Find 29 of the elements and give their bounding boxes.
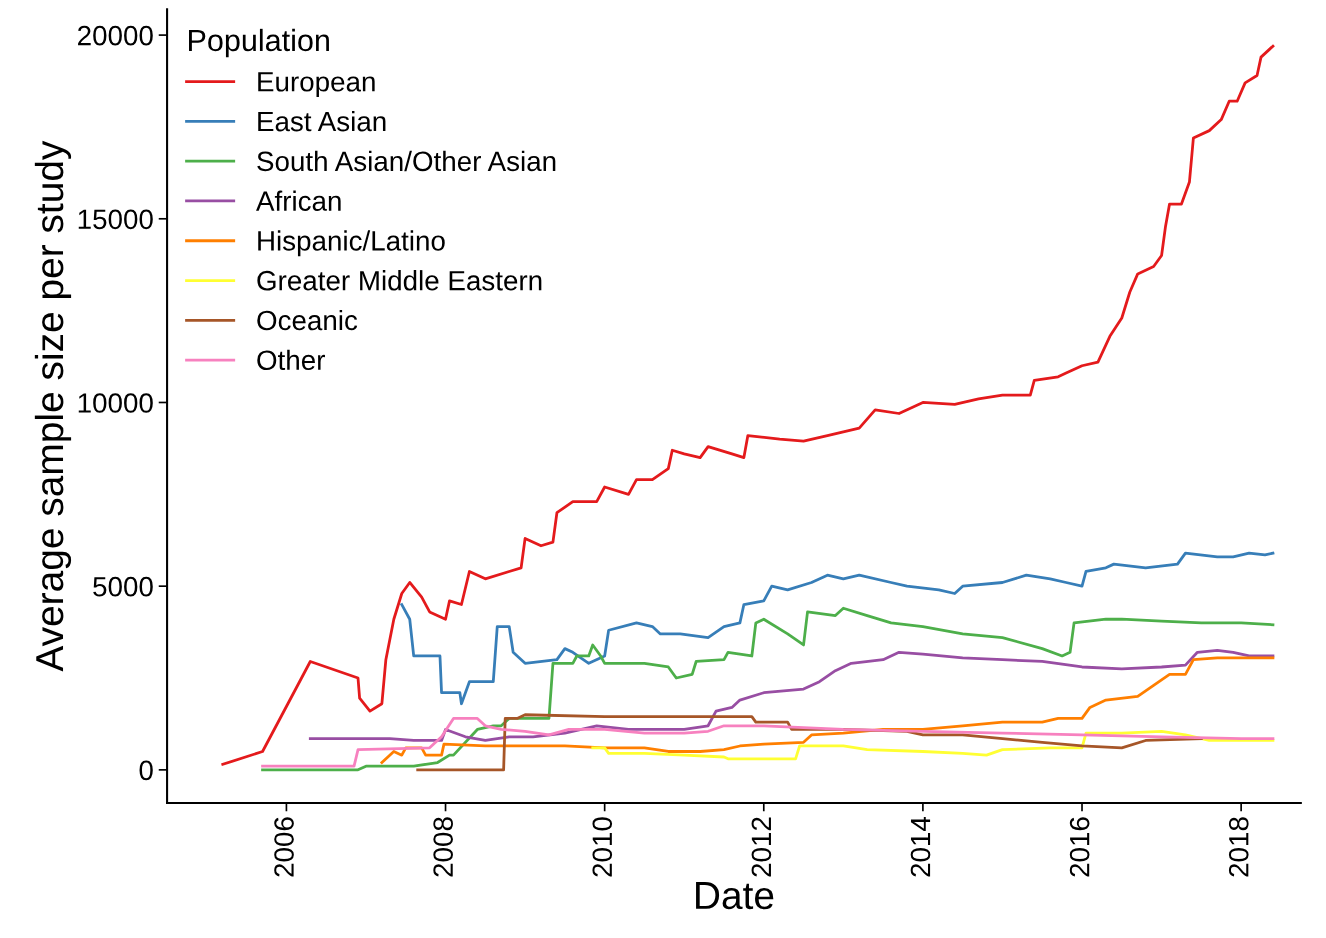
legend-label: Hispanic/Latino (258, 230, 445, 257)
line-series (380, 656, 1275, 764)
legend-title: Population (189, 28, 329, 58)
x-tick-label: 2012 (751, 817, 772, 877)
y-tick-label: 20000 (78, 25, 153, 46)
x-tick-label: 2006 (274, 817, 294, 877)
x-tick-label: 2014 (910, 816, 931, 877)
y-axis-title: Average sample size per study (34, 140, 72, 672)
x-tick-label: 2008 (433, 817, 453, 877)
line-series (308, 649, 1275, 742)
line-series (591, 729, 1275, 761)
x-axis-title: Date (696, 882, 774, 910)
legend-label: Oceanic (257, 309, 358, 331)
line-series (261, 717, 1275, 768)
line-series (261, 606, 1275, 772)
y-tick-label: 15000 (78, 209, 153, 230)
y-tick-label: 5000 (93, 576, 153, 597)
legend-label: Other (257, 349, 325, 371)
x-tick-label: 2010 (592, 817, 613, 877)
legend-label: South Asian/Other Asian (257, 150, 556, 172)
line-series (400, 551, 1275, 706)
x-tick-label: 2018 (1228, 817, 1249, 877)
legend-label: Greater Middle Eastern (257, 270, 542, 291)
legend-label: African (256, 190, 341, 211)
y-tick-label: 0 (139, 760, 153, 781)
y-tick-label: 10000 (78, 393, 153, 413)
legend-label: European (258, 72, 375, 98)
x-tick-label: 2016 (1069, 817, 1090, 877)
legend-label: East Asian (258, 110, 386, 132)
